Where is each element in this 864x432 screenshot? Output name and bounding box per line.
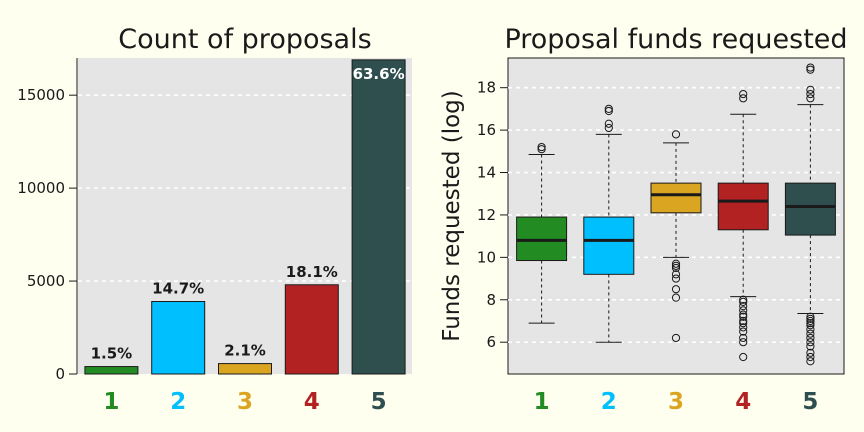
box — [516, 216, 568, 262]
box-outlier — [739, 323, 748, 332]
box-x-tick-label: 1 — [534, 389, 550, 415]
bar — [218, 363, 272, 375]
bar-y-tick-label: 15000 — [17, 86, 65, 104]
bar — [84, 366, 139, 375]
box — [784, 182, 836, 236]
box-outlier — [604, 119, 613, 128]
box — [717, 182, 769, 231]
box — [583, 216, 635, 275]
box-outlier — [671, 270, 681, 279]
box-outlier — [739, 316, 748, 326]
box-y-tick-label: 14 — [477, 164, 496, 182]
bar-x-tick-label: 3 — [237, 389, 253, 415]
bar — [151, 301, 206, 375]
box-outlier — [671, 261, 681, 270]
box-outlier — [739, 94, 748, 103]
box-outlier — [806, 314, 815, 323]
box-outlier — [806, 329, 815, 338]
box-y-tick-label: 18 — [477, 79, 496, 97]
box-outlier — [806, 357, 815, 366]
box-outlier — [739, 302, 748, 311]
box-x-tick-label: 3 — [668, 389, 684, 415]
box — [650, 182, 702, 214]
box-outlier — [739, 312, 748, 321]
bar — [351, 59, 406, 375]
bar-x-tick-label: 1 — [103, 389, 119, 415]
bar-data-label: 18.1% — [286, 263, 338, 281]
box-outlier — [739, 352, 748, 362]
bar-x-axis: 1 2 3 4 5 — [103, 389, 386, 415]
box-outlier — [671, 285, 681, 294]
box-y-tick-label: 8 — [486, 291, 496, 309]
box-outlier — [739, 306, 748, 315]
bar-data-label: 14.7% — [152, 280, 204, 298]
bar-x-tick-label: 4 — [304, 389, 320, 415]
box-outlier — [806, 325, 815, 334]
box-outlier — [806, 312, 815, 321]
bar-y-tick-label: 0 — [55, 365, 65, 383]
bar-y-tick-label: 10000 — [17, 179, 65, 197]
box-y-tick-label: 16 — [477, 121, 496, 139]
box-x-tick-label: 4 — [735, 389, 751, 415]
bar-data-label: 63.6% — [353, 65, 405, 83]
box-y-axis: 6 8 10 12 14 16 18 — [477, 79, 508, 351]
box-outlier — [537, 145, 546, 154]
box-outlier — [671, 293, 681, 302]
box-y-tick-label: 6 — [486, 333, 496, 351]
bar-x-tick-label: 5 — [371, 389, 387, 415]
box-outlier — [604, 104, 613, 113]
box-marks — [516, 63, 836, 366]
bar-data-label: 1.5% — [91, 345, 133, 363]
box-y-axis-label: Funds requested (log) — [439, 90, 465, 342]
box-outlier — [806, 89, 815, 99]
bar-data-label: 2.1% — [224, 342, 266, 360]
box-outlier — [806, 342, 815, 351]
box-outlier — [739, 338, 748, 347]
box-outlier — [739, 297, 748, 306]
box-outlier — [671, 130, 681, 139]
box-outlier — [806, 352, 815, 362]
box-outlier — [671, 333, 681, 343]
box-outlier — [739, 310, 748, 319]
box-chart-title: Proposal funds requested — [504, 24, 847, 55]
box-outlier — [739, 333, 748, 343]
box-outlier — [739, 327, 748, 336]
box-outlier — [739, 89, 748, 99]
bar-x-tick-label: 2 — [170, 389, 186, 415]
box-outlier — [671, 259, 681, 268]
box-outlier — [671, 263, 681, 273]
box-x-tick-label: 2 — [601, 389, 617, 415]
bar-y-axis: 0 5000 10000 15000 — [17, 58, 78, 383]
box-outlier — [806, 338, 815, 347]
box-outlier — [806, 333, 815, 343]
bar — [284, 284, 339, 375]
box-outlier — [806, 65, 815, 74]
box-outlier — [537, 142, 546, 152]
box-y-tick-label: 12 — [477, 206, 496, 224]
box-outlier — [671, 274, 681, 283]
box-outlier — [806, 63, 815, 72]
bar-marks: 1.5% 14.7% 2.1% 18.1% 63.6% — [84, 59, 406, 375]
box-outlier — [604, 106, 613, 116]
box-outlier — [739, 319, 748, 328]
bar-chart-title: Count of proposals — [118, 24, 371, 55]
box-outlier — [806, 319, 815, 328]
bar-y-tick-label: 5000 — [27, 272, 65, 290]
box-outlier — [739, 295, 748, 304]
box-outlier — [604, 123, 613, 133]
box-x-tick-label: 5 — [802, 389, 818, 415]
box-x-axis: 1 2 3 4 5 — [534, 389, 819, 415]
box-outlier — [806, 85, 815, 94]
box-outlier — [806, 348, 815, 357]
box-outlier — [806, 94, 815, 103]
box-y-tick-label: 10 — [477, 248, 496, 266]
box-outlier — [806, 321, 815, 330]
box-outlier — [806, 316, 815, 326]
